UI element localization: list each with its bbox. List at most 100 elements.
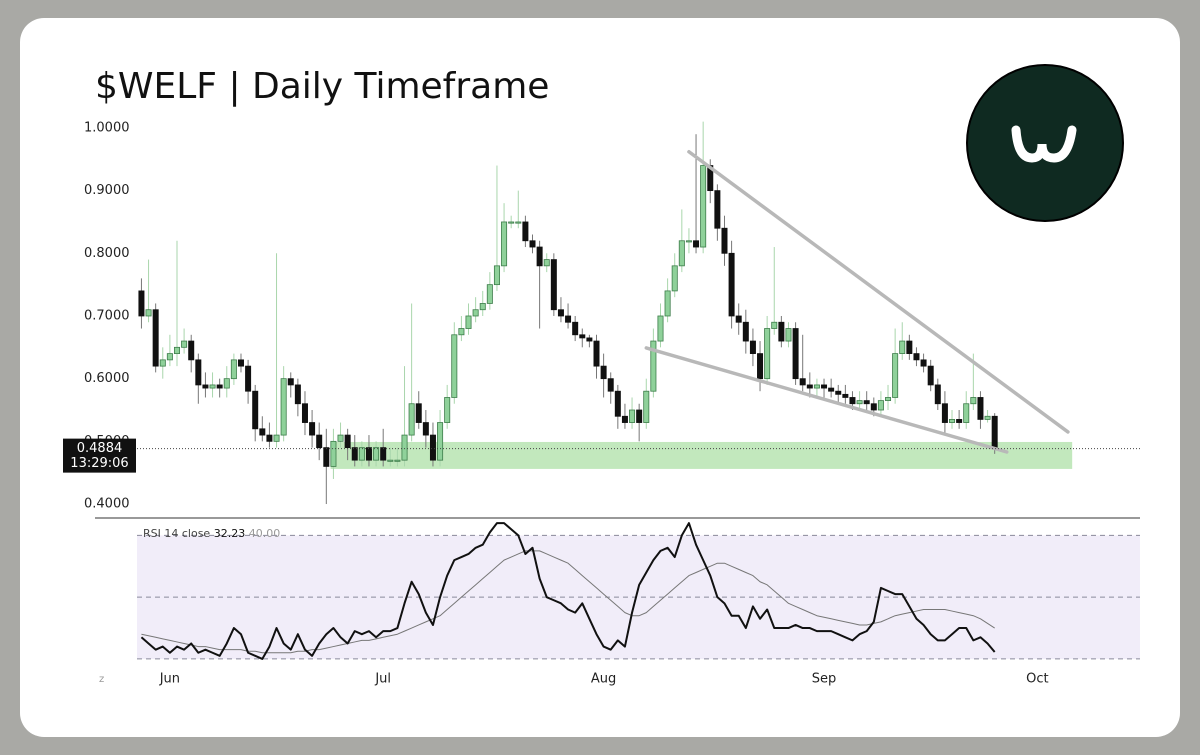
candle-body	[223, 378, 230, 389]
candle-body	[749, 340, 756, 354]
candle-body	[188, 340, 195, 361]
candle-body	[685, 240, 692, 243]
candle-body	[387, 459, 394, 462]
candle-body	[956, 419, 963, 423]
price-tag	[63, 438, 136, 473]
candle-body	[166, 353, 173, 361]
x-tick-label: Jul	[374, 672, 391, 687]
candle-body	[593, 340, 600, 367]
candle-body	[316, 434, 323, 449]
candle-body	[501, 221, 508, 267]
logo	[966, 64, 1124, 222]
candle-body	[657, 315, 664, 342]
candle-body	[671, 265, 678, 292]
rsi-band	[137, 535, 1140, 659]
candle-body	[764, 328, 771, 380]
candle-body	[344, 434, 351, 449]
candle-body	[522, 221, 529, 242]
candle-body	[394, 459, 401, 462]
support-zone	[330, 441, 1073, 469]
candle-body	[643, 390, 650, 423]
trendline	[687, 150, 1070, 434]
candle-body	[245, 365, 252, 392]
candle-body	[159, 359, 166, 367]
candle-body	[821, 384, 828, 389]
candle-body	[543, 259, 550, 267]
candle-body	[984, 415, 991, 420]
x-tick-label: Sep	[812, 672, 837, 687]
candle-body	[365, 447, 372, 461]
x-tick-label: Aug	[591, 672, 616, 687]
y-tick-label: 1.0000	[84, 120, 130, 135]
candle-body	[934, 384, 941, 405]
rsi-legend: RSI 14 close 32.23 40.00	[143, 527, 280, 540]
logo-glyph	[1011, 125, 1077, 163]
candle-body	[373, 447, 380, 461]
candle-body	[536, 246, 543, 267]
candle-body	[401, 434, 408, 461]
chart-title: $WELF | Daily Timeframe	[95, 66, 549, 107]
candle-body	[259, 428, 266, 436]
candle-body	[842, 393, 849, 398]
x-tick-label: Oct	[1026, 672, 1048, 687]
candle-body	[714, 190, 721, 229]
candle-body	[337, 434, 344, 442]
candle-body	[757, 353, 764, 380]
candle-body	[785, 328, 792, 342]
y-tick-label: 0.8000	[84, 246, 130, 261]
candle-body	[899, 340, 906, 354]
candle-body	[913, 353, 920, 361]
rsi-last-value: 32.23	[214, 527, 246, 540]
candle-body	[636, 409, 643, 423]
candle-body	[586, 337, 593, 342]
candle-body	[799, 378, 806, 386]
rsi-ma-last-value: 40.00	[249, 527, 281, 540]
candle-body	[458, 328, 465, 336]
candle-body	[301, 403, 308, 423]
candle-body	[792, 328, 799, 380]
candle-body	[835, 390, 842, 395]
candle-body	[629, 409, 636, 423]
y-tick-label: 0.7000	[84, 308, 130, 323]
trendline	[644, 346, 1009, 454]
candle-body	[415, 403, 422, 423]
candle-body	[280, 378, 287, 436]
candle-body	[991, 415, 998, 450]
candle-body	[856, 400, 863, 405]
price-tag-value: 0.4884	[77, 441, 123, 456]
candle-body	[700, 165, 707, 248]
y-tick-label: 0.9000	[84, 183, 130, 198]
candle-body	[209, 384, 216, 389]
candle-body	[721, 227, 728, 254]
candle-body	[849, 397, 856, 405]
candle-body	[351, 447, 358, 461]
candle-body	[870, 403, 877, 411]
rsi-legend-name: RSI 14 close	[143, 527, 210, 540]
candle-body	[515, 221, 522, 224]
candle-body	[863, 400, 870, 405]
candle-body	[557, 309, 564, 317]
candle-body	[963, 403, 970, 423]
candle-body	[813, 384, 820, 389]
candle-body	[195, 359, 202, 386]
candle-body	[237, 359, 244, 367]
candle-body	[621, 415, 628, 423]
candle-body	[408, 403, 415, 436]
candle-body	[429, 434, 436, 461]
candle-body	[330, 440, 337, 467]
candle-body	[508, 221, 515, 224]
candle-body	[472, 309, 479, 317]
candle-body	[650, 340, 657, 392]
candle-body	[294, 384, 301, 405]
rsi-pane	[137, 522, 1140, 660]
candle-body	[486, 284, 493, 304]
y-tick-label: 0.4000	[84, 497, 130, 512]
candle-body	[550, 259, 557, 311]
candle-body	[735, 315, 742, 323]
candle-body	[493, 265, 500, 286]
candle-body	[600, 365, 607, 380]
axis-icon: z	[99, 674, 104, 685]
candle-body	[230, 359, 237, 380]
candle-body	[977, 397, 984, 420]
